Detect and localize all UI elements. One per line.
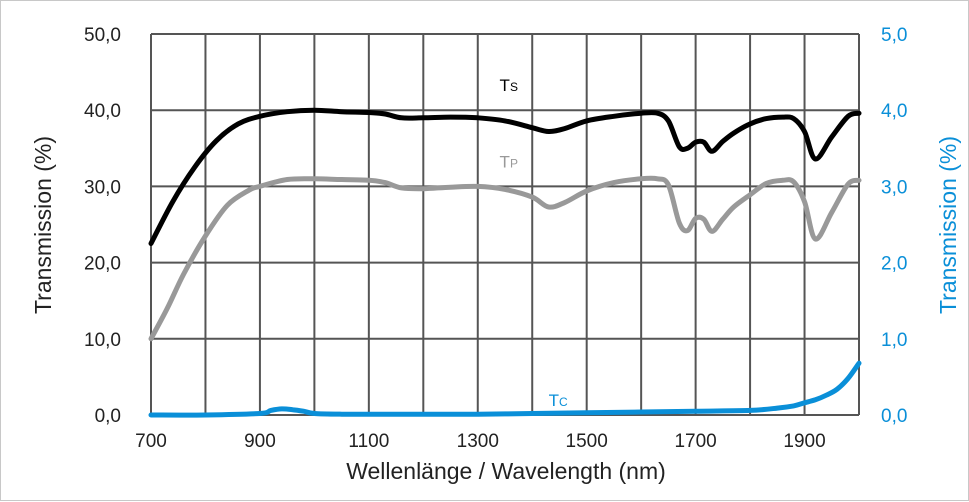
x-tick-label: 700 (135, 431, 167, 452)
y2-tick-label: 1,0 (881, 330, 907, 351)
series-line-tp (148, 175, 862, 342)
x-tick-label: 1100 (348, 431, 389, 452)
y-tick-label: 40,0 (84, 101, 121, 122)
y2-axis-title: Transmission (%) (935, 136, 961, 314)
y-tick-label: 30,0 (84, 177, 121, 198)
y-tick-label: 20,0 (84, 254, 121, 275)
y2-tick-label: 4,0 (881, 101, 907, 122)
series-label-tc: TC (549, 391, 568, 410)
x-tick-label: 1500 (566, 431, 608, 452)
series-line-ts (148, 107, 862, 246)
y-tick-label: 0,0 (95, 406, 121, 427)
series-labels: TS TP TC (500, 76, 568, 410)
series-label-tp: TP (500, 152, 518, 171)
y-tick-label: 10,0 (84, 330, 121, 351)
y2-tick-label: 2,0 (881, 254, 907, 275)
x-tick-label: 1700 (674, 431, 716, 452)
x-tick-label: 1300 (457, 431, 499, 452)
y-axis-title: Transmission (%) (30, 136, 56, 314)
x-tick-label: 1900 (783, 431, 825, 452)
x-axis-ticks: 700 900 1100 1300 1500 1700 1900 (135, 431, 826, 452)
series-line-tc (148, 360, 862, 418)
grid (150, 33, 860, 416)
x-axis-title: Wellenlänge / Wavelength (nm) (346, 458, 666, 484)
y2-tick-label: 0,0 (881, 406, 907, 427)
x-tick-label: 900 (244, 431, 276, 452)
y-axis-ticks: 0,0 10,0 20,0 30,0 40,0 50,0 (84, 25, 121, 427)
y-tick-label: 50,0 (84, 25, 121, 46)
y2-axis-ticks: 0,0 1,0 2,0 3,0 4,0 5,0 (881, 25, 907, 427)
series-lines (148, 107, 862, 418)
y2-tick-label: 3,0 (881, 177, 907, 198)
y2-tick-label: 5,0 (881, 25, 907, 46)
series-label-ts: TS (500, 76, 518, 95)
